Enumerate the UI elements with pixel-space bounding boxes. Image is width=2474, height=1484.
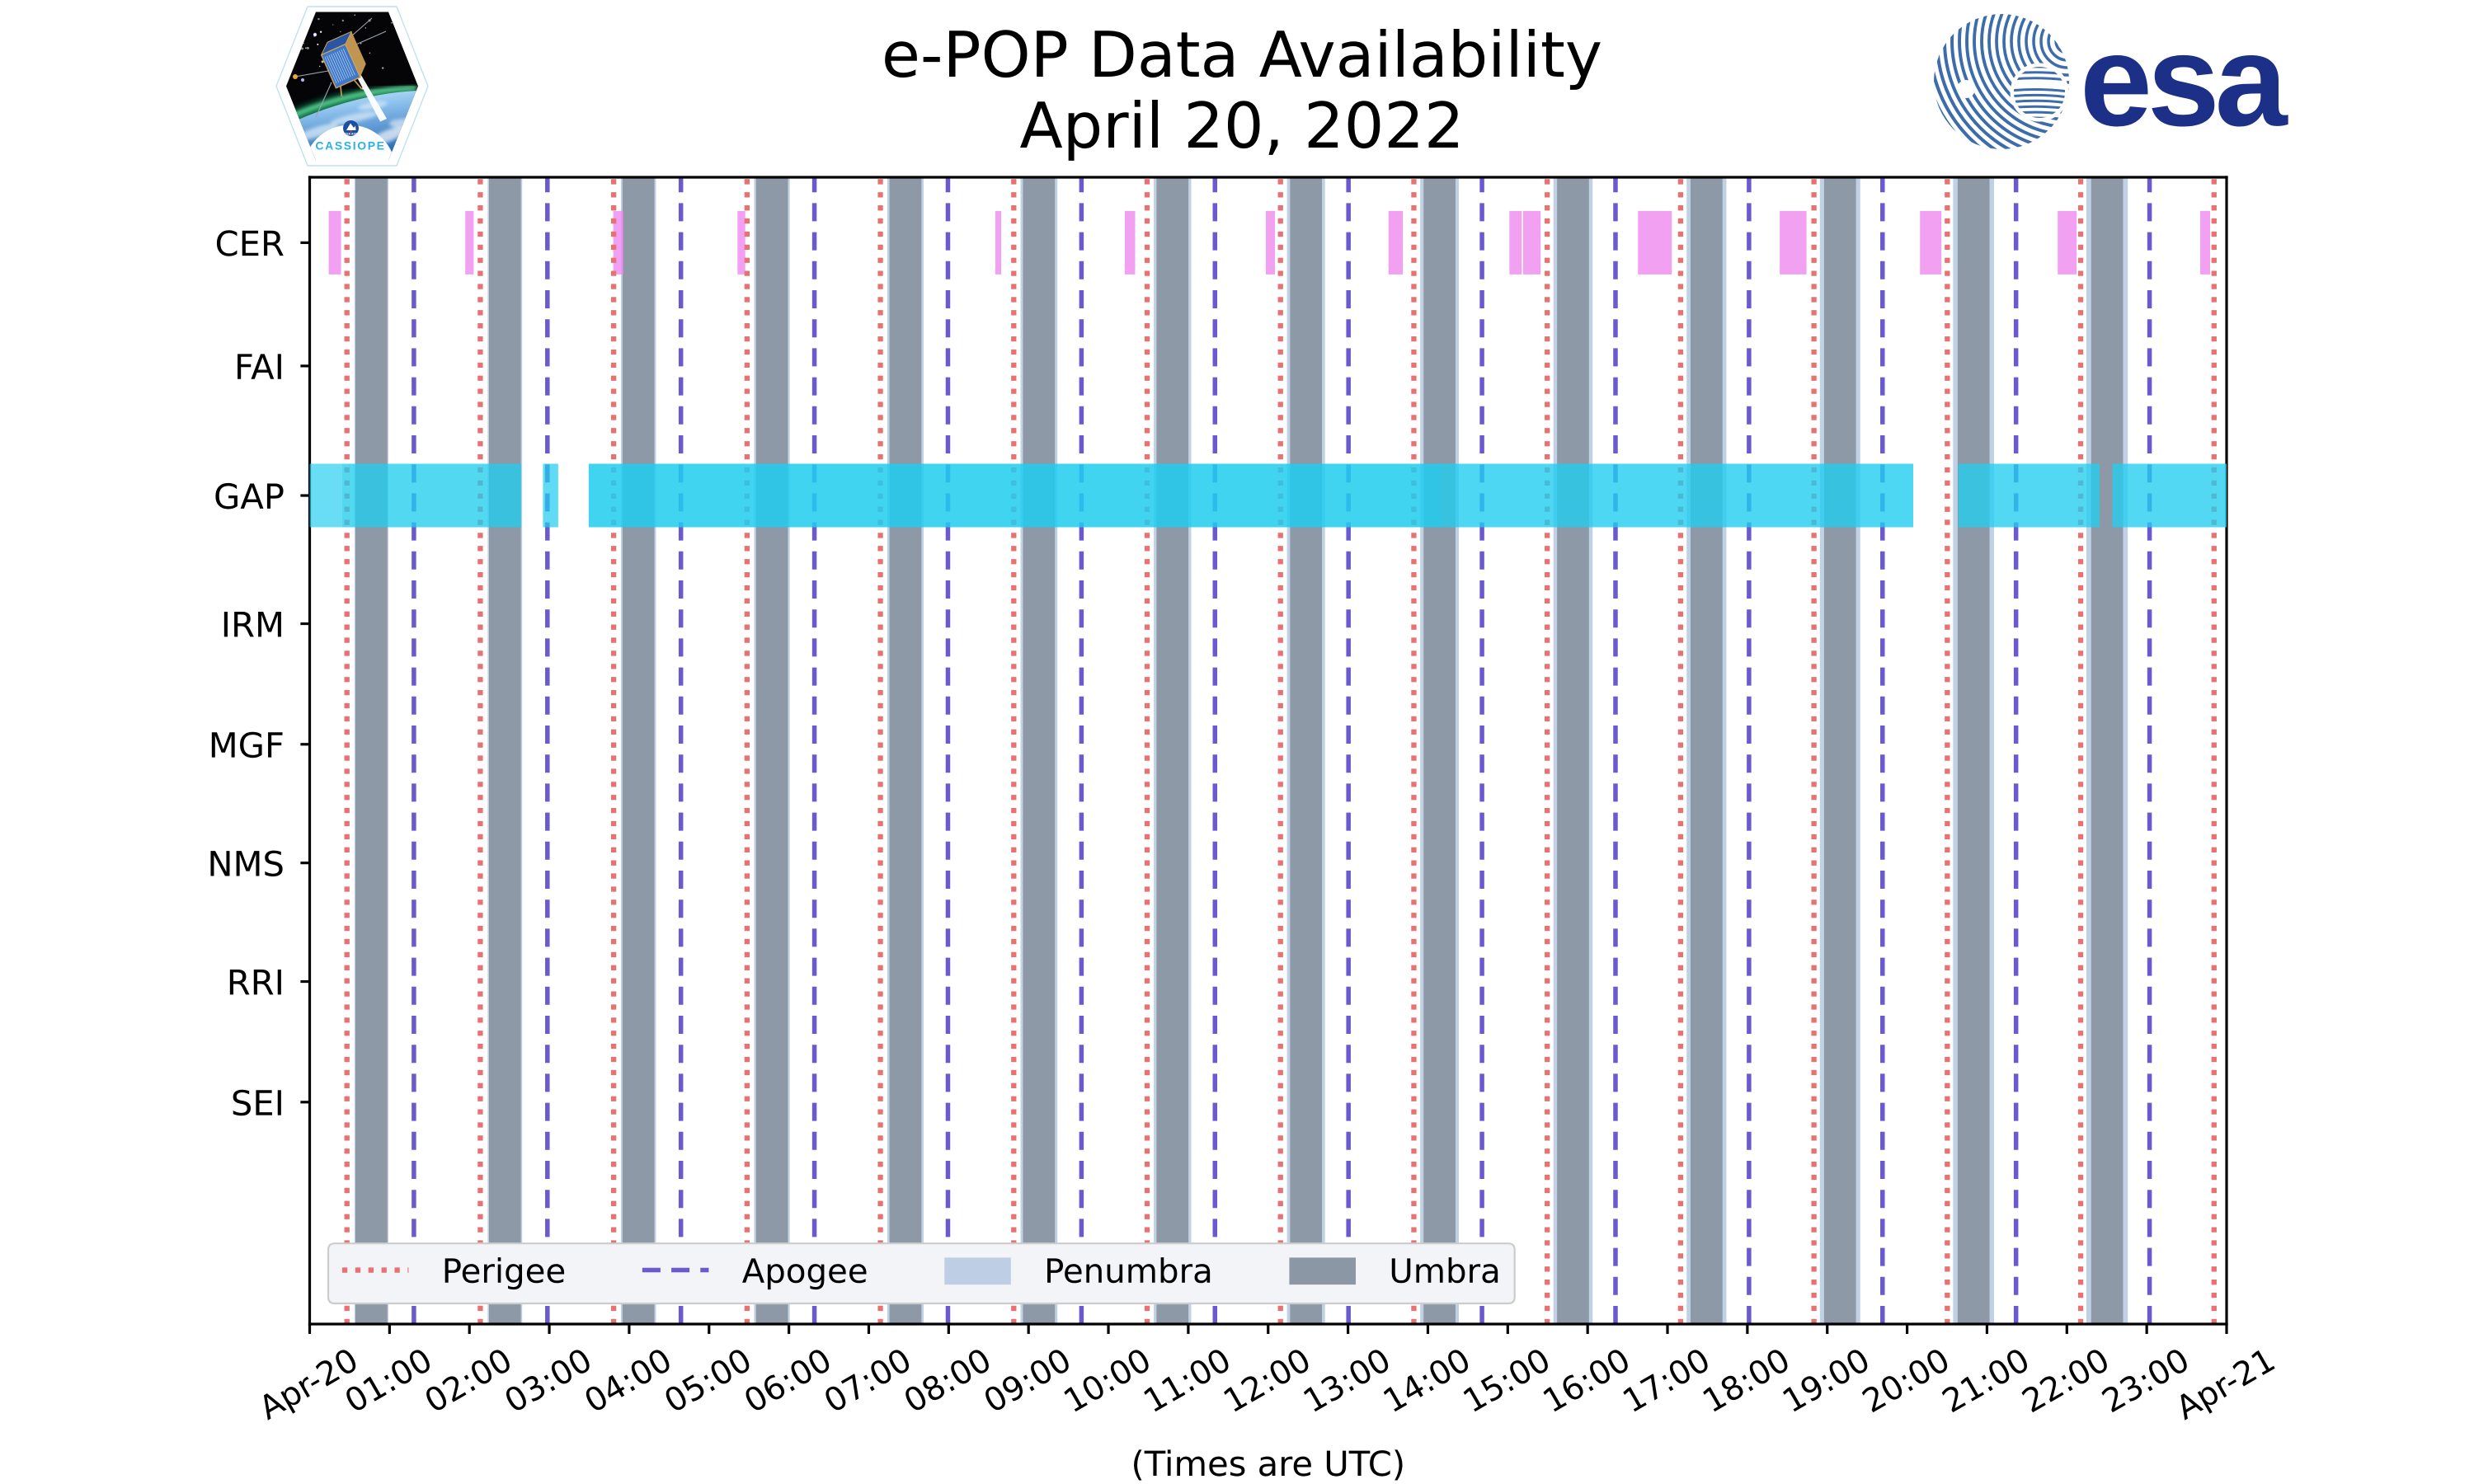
svg-text:CASSIOPE: CASSIOPE [315, 139, 385, 153]
svg-text:CSA ASC: CSA ASC [345, 133, 358, 136]
svg-text:esa: esa [2080, 8, 2288, 153]
